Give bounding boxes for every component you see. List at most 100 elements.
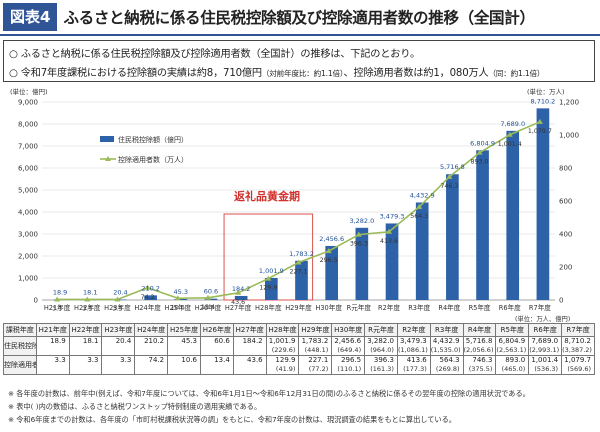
cell-onestop-value: (229.6): [271, 346, 296, 354]
cell-onestop-value: [201, 365, 229, 374]
table-cell: 3.3: [68, 355, 103, 375]
line-marker: [84, 296, 91, 302]
line-value-label: 893.0: [471, 159, 489, 166]
bar-value-label: 60.6: [204, 288, 218, 296]
x-tick-label: H22年度: [74, 303, 101, 312]
table-header-cell: H26年度: [199, 323, 234, 337]
table-header-cell: H24年度: [134, 323, 169, 337]
line-marker: [114, 296, 121, 302]
table-header-cell: H28年度: [265, 323, 300, 337]
bar: [114, 299, 127, 301]
cell-value: 227.1: [308, 356, 329, 365]
table-header-cell: H21年度: [35, 323, 70, 337]
line-value-label: 43.6: [231, 299, 245, 306]
left-tick-label: 1,000: [18, 275, 38, 283]
chart: (単位：億円) (単位：万人) 0 1,000 2,000 3,000 4,000 5,0…: [10, 87, 579, 312]
table-cell: 43.6: [232, 355, 267, 375]
cell-value: 6,804.9: [498, 337, 526, 346]
cell-onestop-value: [169, 365, 197, 374]
bar: [385, 223, 399, 300]
summary-2a: ○ 令和7年度課税における控除額の実績は約8，710億円: [9, 68, 262, 79]
table-row: 控除適用者数 3.3 3.3 3.3 74.2 10.6 13.4 43.6 12…: [3, 355, 595, 375]
table-header-row: 課税年度 H21年度 H22年度 H23年度 H24年度 H25年度 H26年度 H27年度 H…: [3, 323, 595, 337]
cell-value: 1,783.2: [301, 337, 329, 346]
table-header-cell: R5年度: [495, 323, 530, 337]
cell-value: 2,456.6: [334, 337, 362, 346]
legend-marker-line: [105, 156, 111, 161]
bar: [415, 202, 429, 300]
cell-value: 18.1: [82, 337, 99, 346]
line-marker: [144, 284, 151, 290]
table-cell: 1,783.2 (448.1): [298, 336, 333, 356]
cell-value: 3,282.0: [367, 337, 394, 346]
left-tick-label: 4,000: [18, 209, 38, 217]
x-tick-label: H27年度: [225, 303, 252, 312]
table-corner-cell: 課税年度: [3, 323, 37, 337]
cell-value: 60.6: [214, 337, 230, 346]
table-cell: 1,001.9 (229.6): [265, 336, 300, 356]
bar-value-label: 2,456.6: [319, 235, 344, 243]
cell-value: 1,001.9: [268, 337, 296, 346]
bar-value-label: 45.3: [174, 288, 188, 296]
table-header-cell: H25年度: [167, 323, 201, 337]
cell-value: 3.3: [54, 356, 66, 365]
cell-onestop-value: (375.5): [468, 365, 493, 373]
line-value-label: 746.3: [440, 183, 458, 190]
bar-value-label: 1,783.2: [289, 250, 314, 258]
table-header-cell: R元年度: [364, 323, 398, 337]
table-cell: 20.4: [101, 336, 136, 356]
cell-value: 3.3: [87, 356, 99, 365]
cell-value: 20.4: [115, 337, 132, 346]
summary-2d: （同：約1.1倍）: [488, 69, 545, 78]
cell-value: 3.3: [120, 356, 132, 365]
x-tick-label: H26年度: [195, 303, 222, 312]
summary-line-2: ○ 令和7年度課税における控除額の実績は約8，710億円（対前年度比：約1.1倍…: [9, 64, 545, 79]
line-value-label: 13.4: [201, 304, 215, 311]
right-tick-label: 800: [559, 165, 572, 173]
legend: 住民税控除額（億円） 控除適用者数（万人）: [100, 135, 188, 164]
bar: [174, 299, 188, 300]
table-row: 住民税控除額 18.9 18.1 20.4 210.2 45.3 60.6 184…: [3, 336, 595, 356]
bar-series: [53, 108, 550, 301]
table-cell: 8,710.2 (3,387.2): [561, 336, 595, 356]
cell-onestop-value: [201, 346, 229, 355]
table-cell: 10.6: [167, 355, 201, 375]
cell-onestop-value: [136, 346, 164, 355]
note-3: ※ 令和6年度までの計数は、各年度の「市町村税課税状況等の調」をもとに、令和7年…: [8, 415, 456, 424]
x-tick-label: H21年度: [44, 303, 71, 312]
line-marker: [325, 248, 332, 254]
table-header-cell: H22年度: [68, 323, 103, 337]
summary-box: ○ ふるさと納税に係る住民税控除額及び控除適用者数（全国計）の推移は、下記のとお…: [3, 40, 595, 82]
table-cell: 4,432.9 (1,535.0): [429, 336, 464, 356]
line-value-label: 1,079.7: [528, 128, 552, 135]
table-cell: 74.2: [134, 355, 169, 375]
cell-onestop-value: (161.3): [370, 365, 394, 373]
line-marker: [446, 173, 453, 179]
line-marker: [265, 275, 272, 281]
bar-value-labels: 18.9 18.1 20.4 210.2 45.3 60.6 184.2 1,001.9 1,7…: [53, 97, 555, 296]
line-value-label: 3.3: [52, 305, 62, 312]
bar: [325, 245, 339, 300]
table-cell: 13.4: [199, 355, 234, 375]
table-header-cell: R2年度: [396, 323, 431, 337]
right-tick-label: 200: [559, 264, 572, 272]
cell-onestop-value: [37, 346, 65, 355]
bar: [476, 150, 489, 300]
summary-2c: 、控除適用者数は約1，080万人: [343, 68, 489, 79]
table-cell: 1,079.7 (569.6): [561, 355, 595, 375]
note-1: ※ 各年度の計数は、前年中(例えば、令和7年度については、令和6年1月1日～令和…: [8, 389, 530, 398]
cell-value: 8,710.2: [564, 337, 591, 346]
table-unit: (単位：万人、億円): [515, 316, 571, 323]
bar-value-label: 210.2: [141, 284, 160, 292]
x-tick-label: R元年度: [347, 303, 372, 312]
table-header-cell: R6年度: [528, 323, 563, 337]
line-marker: [174, 295, 181, 301]
line-series: [54, 118, 543, 302]
left-tick-label: 3,000: [18, 231, 38, 239]
line-value-label: 564.3: [410, 213, 428, 220]
table-header-cell: H29年度: [298, 323, 333, 337]
left-axis-ticks: 0 1,000 2,000 3,000 4,000 5,000 6,000 7,000 8,00…: [18, 99, 38, 305]
cell-value: 4,432.9: [432, 337, 460, 346]
table-cell: 396.3 (161.3): [364, 355, 398, 375]
x-tick-label: R5年度: [469, 303, 491, 312]
